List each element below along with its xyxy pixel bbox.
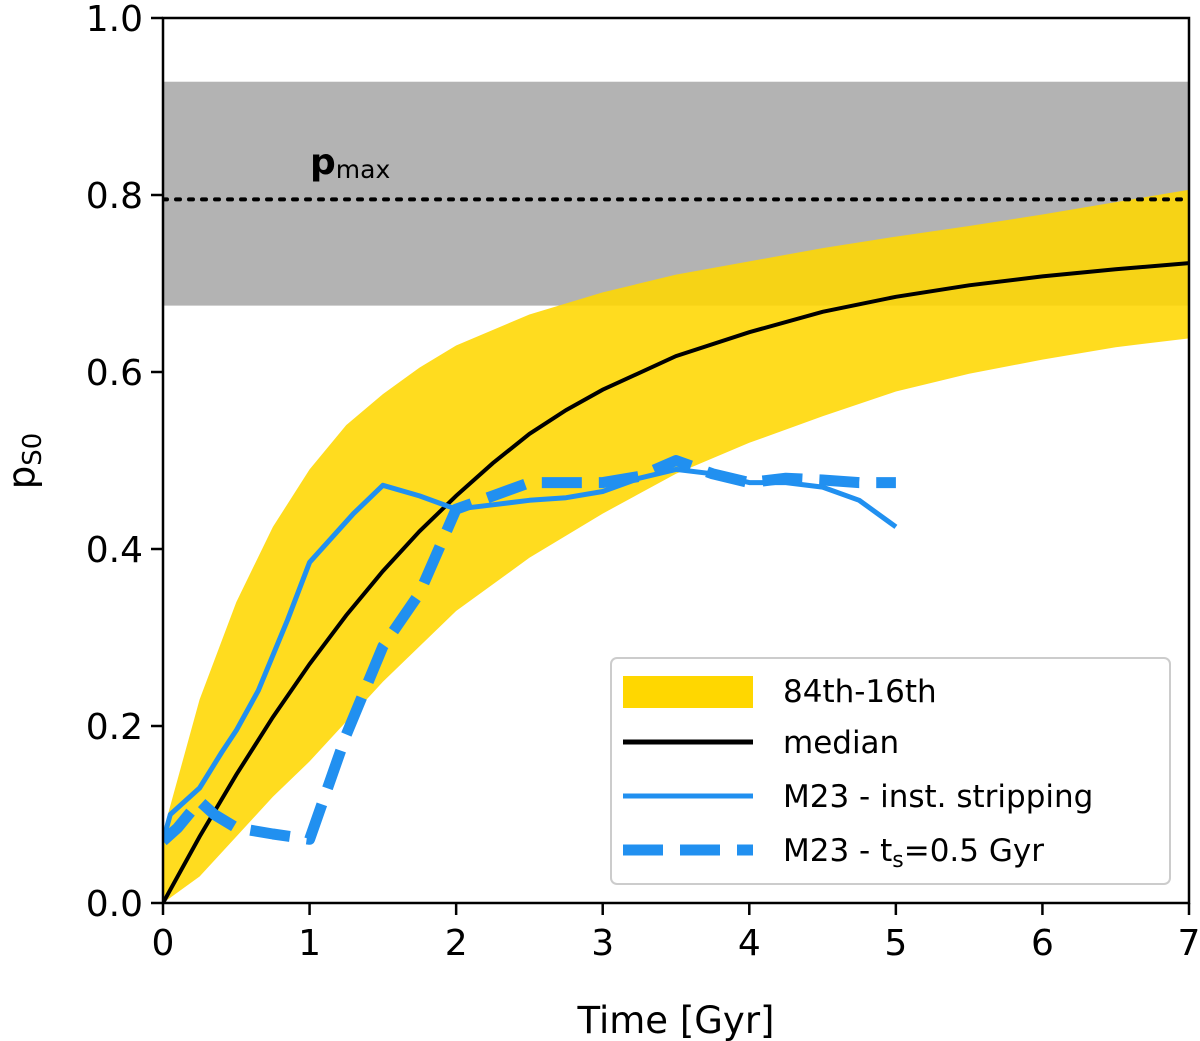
pmax-label: pmax [310, 142, 390, 184]
y-tick-label: 0.0 [86, 884, 143, 925]
x-tick-label: 1 [298, 923, 321, 964]
y-axis: 0.0 0.2 0.4 0.6 0.8 1.0 [86, 0, 163, 925]
y-axis-title-sub: S0 [18, 433, 48, 466]
legend-label-ts: M23 - ts=0.5 Gyr [783, 833, 1044, 873]
plot-frame [161, 16, 1191, 905]
y-tick-label: 1.0 [86, 0, 143, 40]
y-tick-label: 0.8 [86, 176, 143, 217]
y-tick-label: 0.2 [86, 707, 143, 748]
m23-ts-line [163, 455, 896, 846]
x-tick-label: 5 [884, 923, 907, 964]
x-axis-title: Time [Gyr] [577, 999, 775, 1041]
legend-label-ts-tail: =0.5 Gyr [904, 833, 1044, 869]
legend-label-inst: M23 - inst. stripping [783, 779, 1093, 815]
legend-label-ts-main: M23 - t [783, 833, 892, 869]
x-tick-label: 3 [591, 923, 614, 964]
y-tick-label: 0.4 [86, 530, 143, 571]
m23-inst-stripping-line [163, 466, 898, 842]
x-axis: 0 1 2 3 4 5 6 7 [152, 903, 1200, 964]
pmax-label-main: p [310, 142, 336, 183]
legend-swatch-band [623, 676, 753, 708]
median-line [163, 261, 1189, 903]
percentile-band-84-16 [163, 189, 1189, 903]
x-tick-label: 7 [1178, 923, 1200, 964]
x-tick-label: 4 [738, 923, 761, 964]
legend-label-ts-sub: s [892, 848, 903, 873]
y-tick-label: 0.6 [86, 353, 143, 394]
legend-frame [610, 657, 1171, 885]
x-tick-label: 0 [152, 923, 175, 964]
legend: 84th-16th median M23 - inst. stripping M… [610, 657, 1171, 885]
x-tick-label: 6 [1031, 923, 1054, 964]
pmax-label-sub: max [336, 155, 390, 184]
legend-label-median: median [783, 725, 899, 761]
y-axis-title-main: p [0, 466, 43, 490]
y-axis-title: pS0 [0, 433, 48, 490]
x-tick-label: 2 [445, 923, 468, 964]
legend-label-band: 84th-16th [783, 674, 937, 710]
